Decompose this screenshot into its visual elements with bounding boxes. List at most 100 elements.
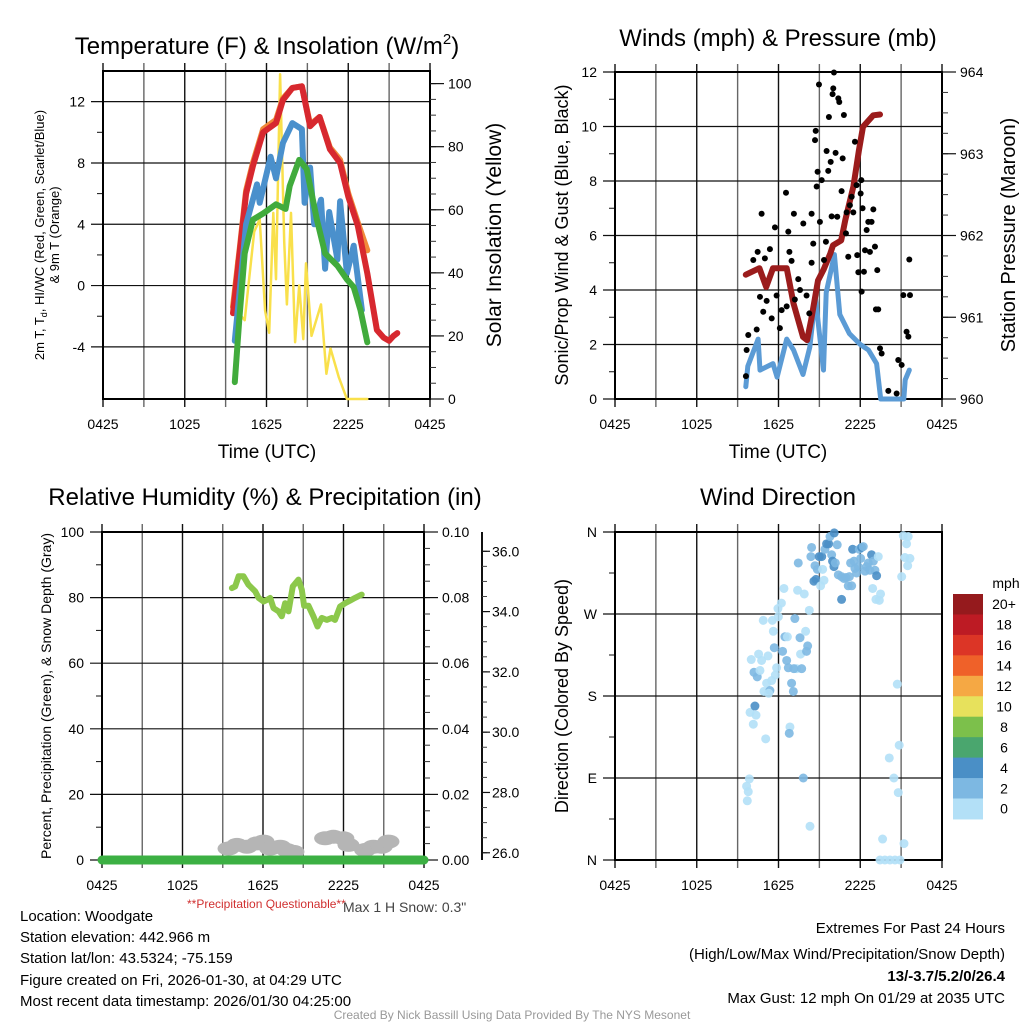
humidity-y-tick-label: 20 xyxy=(68,786,84,802)
colorbar-swatch xyxy=(953,757,983,779)
gust-point xyxy=(906,256,913,263)
gust-point xyxy=(906,292,913,299)
wind-direction-point xyxy=(893,788,903,798)
gust-point xyxy=(776,325,783,332)
colorbar-label: 12 xyxy=(996,678,1012,694)
gust-point xyxy=(870,206,877,213)
humidity-y-tick-label: 100 xyxy=(61,524,85,540)
extremes-title: Extremes For Past 24 Hours xyxy=(816,920,1005,937)
gust-point xyxy=(843,209,850,216)
gust-point xyxy=(768,315,775,322)
humidity-y2-tick-label: 0.04 xyxy=(442,721,469,737)
wind-direction-point xyxy=(764,688,774,698)
wind-direction-point xyxy=(853,562,863,572)
wind-direction-point xyxy=(878,834,888,844)
gust-point xyxy=(825,113,832,120)
wind-direction-y-tick-label: W xyxy=(584,606,598,622)
colorbar-swatch xyxy=(953,798,983,820)
credit-line: Created By Nick Bassill Using Data Provi… xyxy=(334,1008,691,1022)
wind-direction-point xyxy=(897,572,907,582)
gust-point xyxy=(818,177,825,184)
wind-direction-y-tick-label: N xyxy=(587,524,597,540)
wind-direction-point xyxy=(848,544,858,554)
gust-point xyxy=(862,247,869,254)
colorbar-label: 20+ xyxy=(992,596,1016,612)
gust-point xyxy=(855,269,862,276)
gust-point xyxy=(829,91,836,98)
wind-direction-point xyxy=(806,552,816,562)
snow-depth-point xyxy=(377,834,400,849)
gust-point xyxy=(771,224,778,231)
gust-point xyxy=(754,248,761,255)
snow-depth-tick-label: 34.0 xyxy=(492,604,519,620)
colorbar-swatch xyxy=(953,778,983,799)
gust-point xyxy=(750,257,757,264)
winds-y2-tick-label: 960 xyxy=(960,391,984,407)
temperature-y2-tick-label: 100 xyxy=(448,76,472,92)
winds-y2-tick-label: 961 xyxy=(960,309,984,325)
snow-depth-tick-label: 36.0 xyxy=(492,543,519,559)
wind-direction-x-tick-label: 0425 xyxy=(599,877,630,893)
gust-point xyxy=(786,248,793,255)
colorbar-swatch xyxy=(953,594,983,615)
colorbar-label: 6 xyxy=(1000,739,1008,755)
wind-direction-point xyxy=(793,558,803,568)
temperature-x-tick-label: 2225 xyxy=(333,416,364,432)
gust-point xyxy=(742,373,749,380)
wind-direction-y-tick-label: N xyxy=(587,852,597,868)
gust-point xyxy=(866,248,873,255)
gust-point xyxy=(885,387,892,394)
winds-y-tick-label: 4 xyxy=(589,282,597,298)
temperature-y2-tick-label: 0 xyxy=(448,391,456,407)
wind-direction-point xyxy=(761,734,771,744)
colorbar-label: 2 xyxy=(1000,780,1008,796)
wind-direction-point xyxy=(872,571,882,581)
gust-point xyxy=(851,138,858,145)
wind-direction-point xyxy=(824,539,834,549)
gust-point xyxy=(868,218,875,225)
wind-direction-point xyxy=(779,583,789,593)
colorbar-swatch xyxy=(953,614,983,636)
gust-point xyxy=(791,296,798,303)
hi-wc-line xyxy=(231,120,365,344)
gust-point xyxy=(900,292,907,299)
gust-point xyxy=(814,168,821,175)
winds-y2-tick-label: 962 xyxy=(960,228,984,244)
temperature-y-tick-label: 4 xyxy=(77,216,85,232)
extremes-values: 13/-3.7/5.2/0/26.4 xyxy=(887,968,1005,985)
wind-direction-point xyxy=(858,542,868,552)
gust-point xyxy=(790,210,797,217)
humidity-x-tick-label: 1625 xyxy=(247,877,278,893)
winds-x-tick-label: 1025 xyxy=(681,416,712,432)
wind-direction-point xyxy=(784,728,794,738)
wind-direction-point xyxy=(799,589,809,599)
humidity-y-tick-label: 40 xyxy=(68,721,84,737)
solar-insolation-line xyxy=(231,72,369,401)
wind-direction-point xyxy=(795,633,805,643)
wind-direction-point xyxy=(895,855,905,865)
wind-direction-point xyxy=(892,679,902,689)
colorbar-label: 16 xyxy=(996,637,1012,653)
humidity-y2-tick-label: 0.10 xyxy=(442,524,469,540)
gust-point xyxy=(845,253,852,260)
winds-y-tick-label: 2 xyxy=(589,337,597,353)
wind-direction-point xyxy=(787,678,797,688)
gust-point xyxy=(823,148,830,155)
wind-direction-point xyxy=(837,594,847,604)
gust-point xyxy=(830,85,837,92)
wind-direction-x-tick-label: 2225 xyxy=(845,877,876,893)
snow-depth-tick-label: 32.0 xyxy=(492,664,519,680)
gust-point xyxy=(758,210,765,217)
temperature-series-group xyxy=(230,72,401,401)
gust-point xyxy=(808,259,815,266)
station-location: Location: Woodgate xyxy=(20,908,153,925)
wind-direction-point xyxy=(889,773,899,783)
wind-direction-point xyxy=(803,641,813,651)
temperature-y2-tick-label: 80 xyxy=(448,139,464,155)
precipitation-questionable-note: **Precipitation Questionable** xyxy=(187,897,346,911)
wind-direction-point xyxy=(776,598,786,608)
gust-point xyxy=(783,303,790,310)
wind-direction-point xyxy=(793,585,803,595)
humidity-y2-tick-label: 0.00 xyxy=(442,852,469,868)
temperature-plot-frame xyxy=(102,70,431,400)
